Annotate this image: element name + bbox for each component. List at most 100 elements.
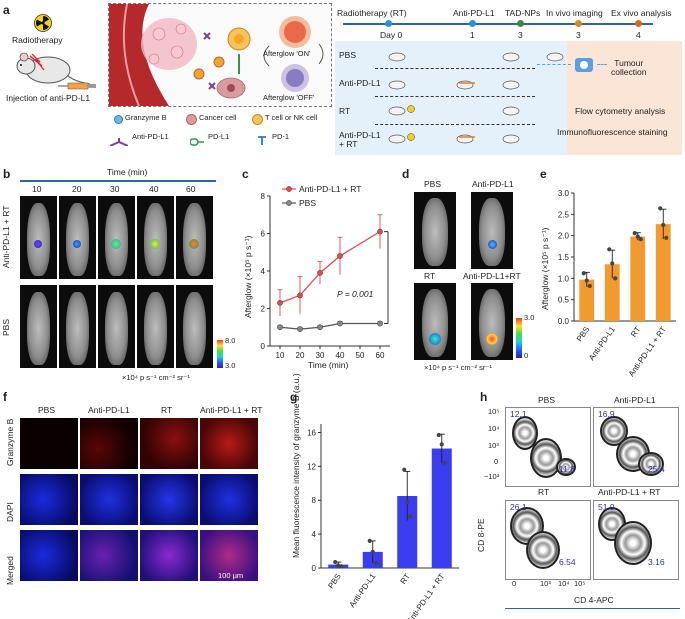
d-img-rt — [414, 283, 456, 360]
c-ylabel: Afterglow (×10⁵ p s⁻¹) — [243, 235, 253, 318]
chart-c: 10 20 30 40 50 60 0 2 4 6 8 — [261, 186, 390, 360]
c-xtick-label: 50 — [356, 351, 365, 360]
radiotherapy-label: Radiotherapy — [12, 35, 63, 45]
g-datapoint — [333, 559, 338, 565]
g-ylabel: Mean fluorescence intensity of granzyme … — [291, 373, 301, 558]
b-row1-label: Anti-PD-L1 + RT — [1, 205, 11, 268]
g-ytick-label: 4 — [312, 530, 317, 539]
h-pbs-ul: 12.1 — [510, 409, 527, 419]
d-unit: ×10⁴ p s⁻¹ cm⁻² sr⁻¹ — [424, 363, 492, 372]
c-xlabel: Time (min) — [308, 360, 349, 370]
g-xtick-label: Anti-PD-L1 — [348, 572, 378, 610]
c-point — [377, 320, 383, 327]
panel-b-time-arrow — [20, 180, 216, 182]
h-xtick-3: 10⁵ — [574, 579, 586, 588]
h-ytick-2: 10³ — [488, 441, 499, 450]
tl-day-1: 1 — [470, 30, 475, 40]
g-datapoint — [442, 460, 447, 466]
timeline-panel: Radiotherapy (RT) Anti-PD-L1 TAD-NPs In … — [335, 3, 682, 155]
e-xtick-label: Anti-PD-L1 — [587, 325, 617, 363]
b-time-3: 40 — [149, 184, 159, 194]
c-point — [297, 326, 303, 332]
e-ytick-label: 2.5 — [558, 210, 570, 219]
e-datapoint — [610, 261, 615, 266]
c-point — [277, 300, 283, 306]
g-xtick-label: Anti-PD-L1 + RT — [405, 572, 446, 619]
h-rt-lr: 6.54 — [559, 557, 576, 567]
b-img-pbs-40 — [137, 285, 174, 368]
h-rt-ul: 26.1 — [510, 502, 527, 512]
c-xtick-label: 60 — [376, 351, 385, 360]
c-point — [337, 320, 343, 327]
legend-pd1: PD-1 — [272, 132, 290, 141]
tl-dot-4 — [635, 20, 642, 27]
d-label-combo: Anti-PD-L1+RT — [463, 271, 521, 281]
d-colorbar — [516, 318, 522, 358]
h-plot-antipdl1 — [593, 407, 679, 487]
t-cell-icon — [252, 114, 263, 125]
syringe-icon — [58, 80, 98, 94]
immuno-label: Immunofluorescence staining — [557, 127, 668, 137]
flow-cytometry-label: Flow cytometry analysis — [575, 106, 666, 116]
h-ytick-0: 10⁵ — [488, 407, 500, 416]
radiation-icon — [34, 14, 52, 32]
g-datapoint — [370, 549, 375, 555]
b-img-combo-30 — [98, 196, 135, 279]
legend-pdl1: PD-L1 — [208, 132, 230, 141]
c-point — [317, 270, 323, 276]
panel-a-letter: a — [3, 3, 10, 17]
h-combo-lr: 3.16 — [648, 557, 665, 567]
e-bar — [579, 279, 595, 321]
e-datapoint — [613, 276, 618, 281]
f-img-merged-pbs — [20, 530, 78, 581]
b-img-pbs-10 — [20, 285, 57, 368]
f-row-merged: Merged — [5, 556, 15, 585]
f-scalebar-label: 100 µm — [218, 571, 244, 580]
h-xtick-2: 10⁴ — [558, 579, 570, 588]
d-img-antipdl1 — [471, 192, 513, 269]
f-img-granzyme-pbs — [20, 418, 78, 469]
tl-day-4: 4 — [636, 30, 641, 40]
e-ytick-label: 0.0 — [558, 317, 570, 326]
tl-dot-2 — [517, 20, 524, 27]
b-img-pbs-60 — [176, 285, 213, 368]
d-label-antipdl1: Anti-PD-L1 — [472, 179, 514, 189]
b-img-pbs-20 — [59, 285, 96, 368]
c-ytick-label: 6 — [261, 230, 266, 239]
b-img-combo-10 — [20, 196, 57, 279]
afterglow-on-label: Afterglow 'ON' — [263, 49, 311, 58]
f-col-combo: Anti-PD-L1 + RT — [200, 405, 263, 415]
g-datapoint — [339, 564, 344, 569]
e-ylabel: Afterglow (×10⁵ p s⁻¹) — [540, 227, 550, 310]
c-legend-marker — [286, 186, 292, 192]
anti-pdl1-icon — [109, 133, 129, 147]
e-xtick-label: PBS — [575, 325, 592, 343]
g-ytick-label: 12 — [307, 462, 316, 471]
panel-b-time-title: Time (min) — [107, 167, 148, 177]
legend-tcell: T cell or NK cell — [265, 113, 318, 122]
panel-f-letter: f — [3, 390, 7, 404]
h-plot-rt — [505, 500, 591, 580]
g-datapoint — [405, 499, 410, 505]
g-datapoint — [439, 442, 444, 447]
tl-group-rt: RT — [339, 106, 351, 116]
timeline-axis — [343, 23, 653, 25]
panel-d-letter: d — [402, 167, 410, 181]
c-point — [297, 292, 303, 299]
c-legend-pbs: PBS — [299, 198, 317, 208]
c-xtick-label: 20 — [296, 351, 305, 360]
f-img-dapi-antipdl1 — [80, 474, 138, 525]
e-datapoint — [632, 231, 637, 236]
tl-dot-1 — [469, 20, 476, 27]
tl-header-rt: Radiotherapy (RT) — [337, 8, 407, 18]
pd1-icon — [256, 132, 268, 145]
b-row2-label: PBS — [1, 318, 11, 336]
b-time-4: 60 — [186, 184, 196, 194]
e-ytick-label: 0.5 — [558, 296, 570, 305]
f-img-granzyme-rt — [140, 418, 198, 469]
b-scale-min: 3.0 — [225, 361, 236, 370]
arrow-to-collection — [597, 64, 607, 65]
b-img-pbs-30 — [98, 285, 135, 368]
tl-header-tadnps: TAD-NPs — [505, 8, 541, 18]
c-ytick-label: 4 — [261, 267, 266, 276]
